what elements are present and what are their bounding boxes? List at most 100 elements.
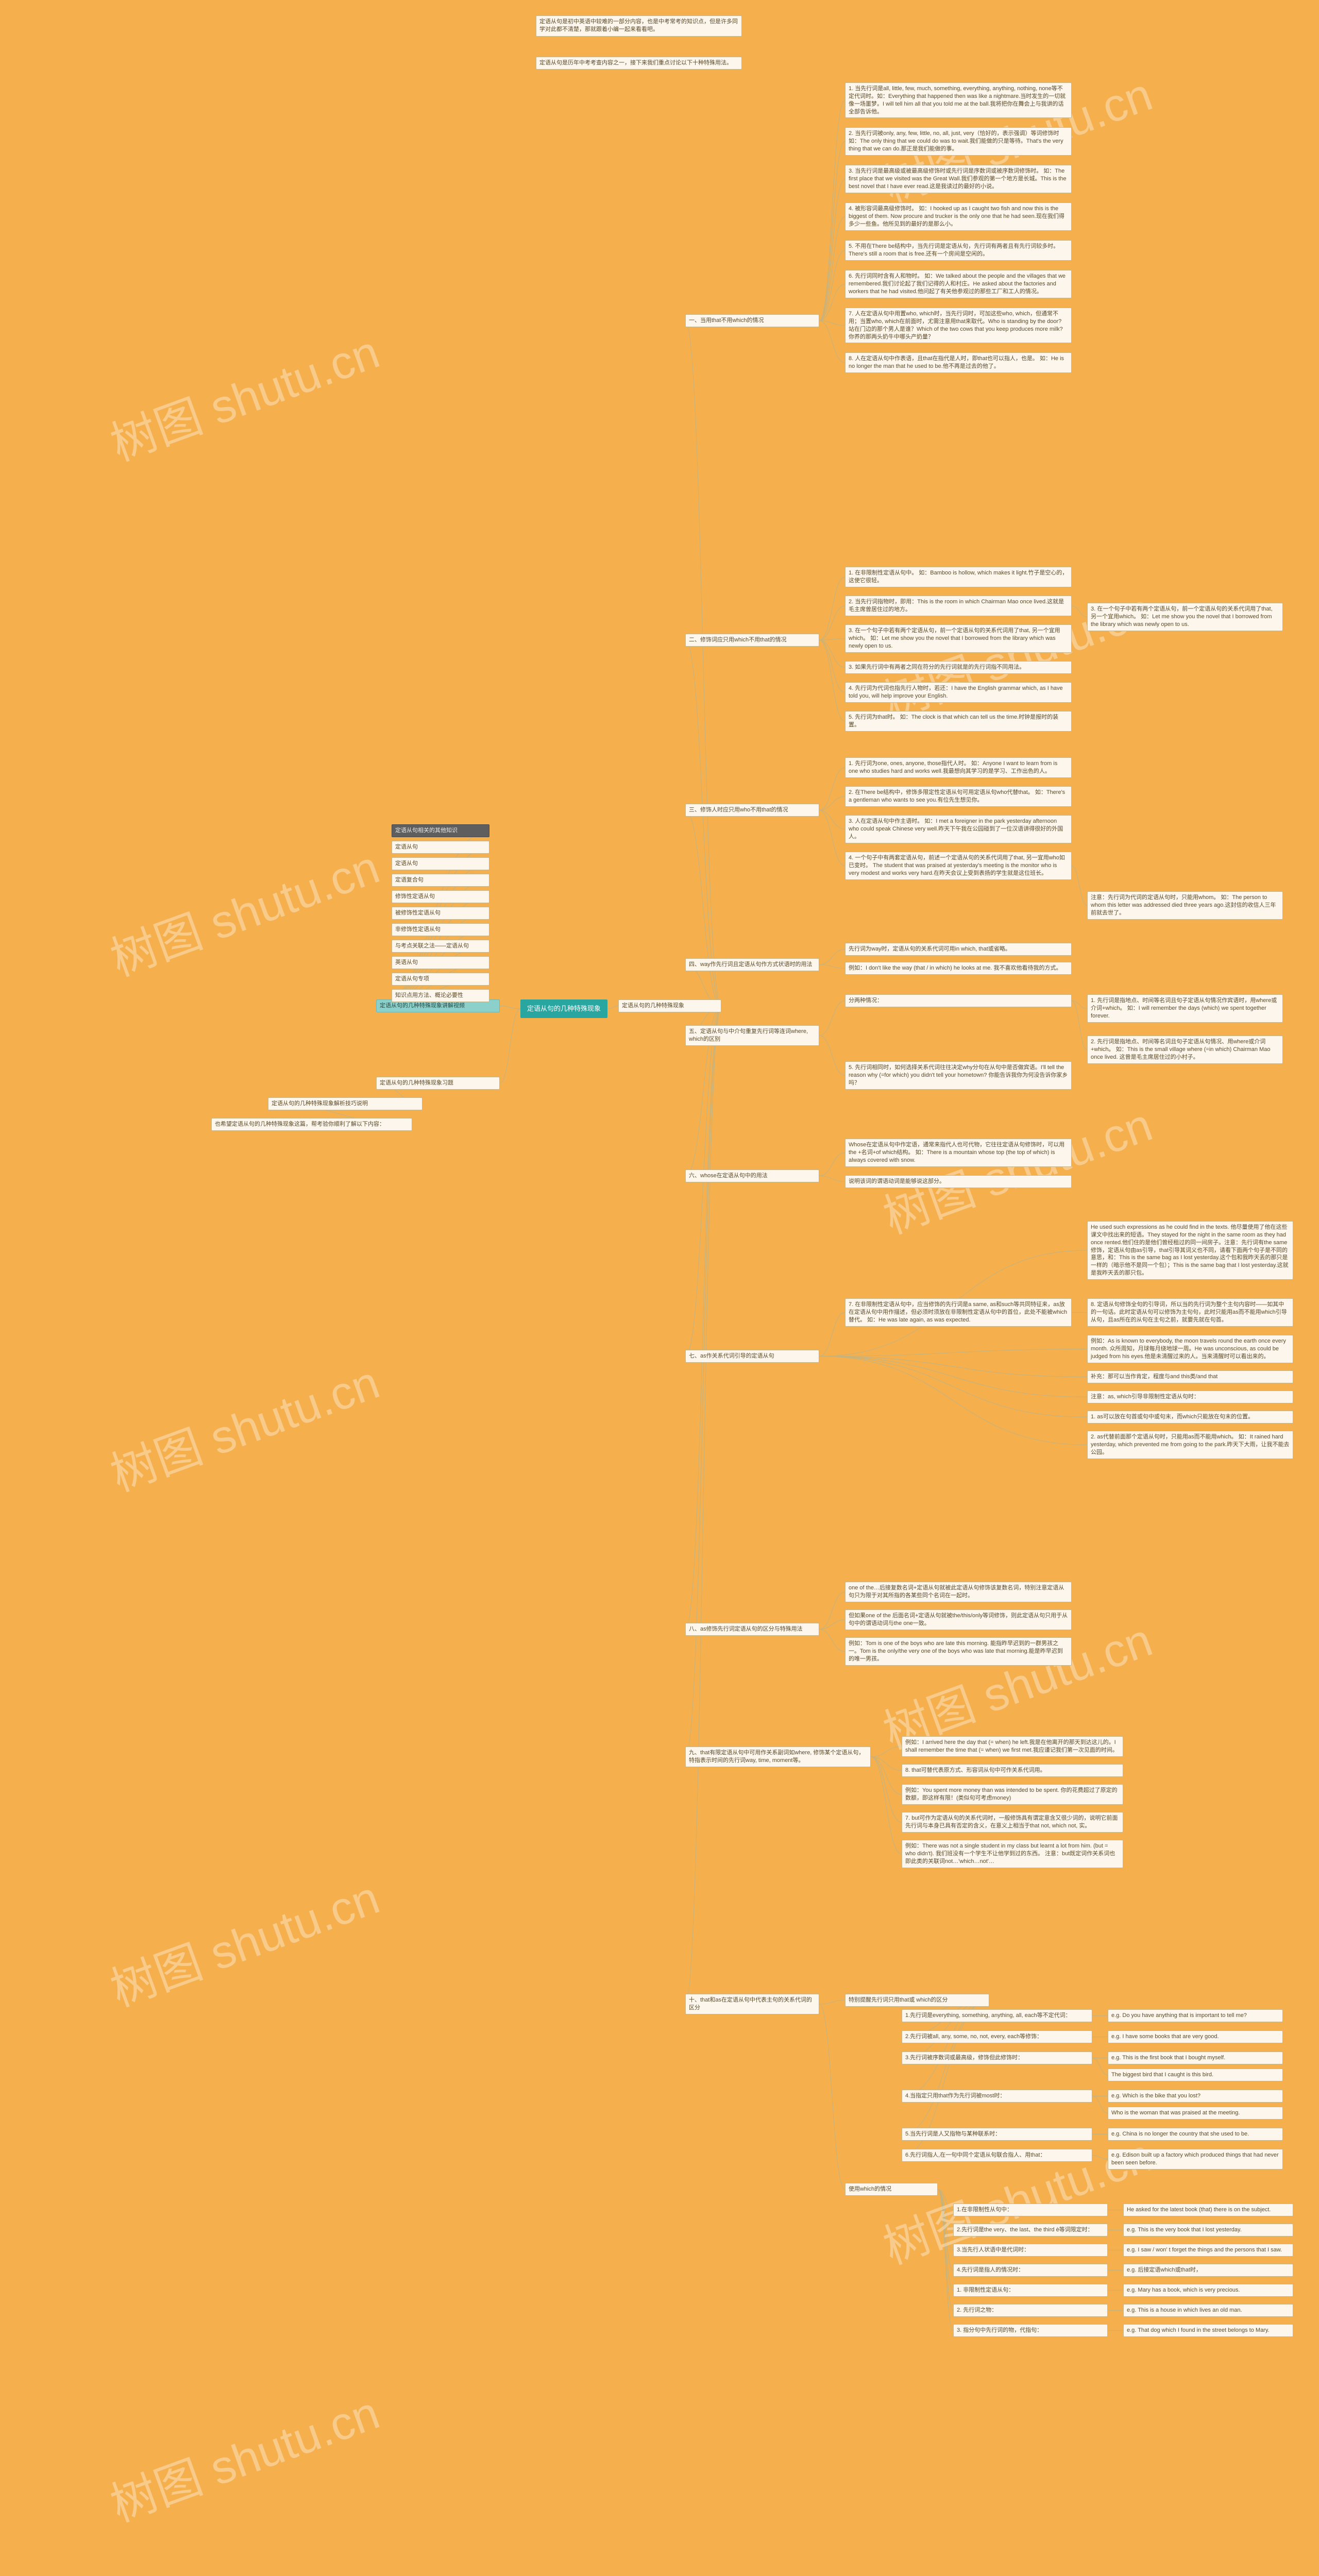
s1-item-4: 5. 不用在There be结构中，当先行词是定语从句，先行词有两者且有先行词较…: [845, 240, 1072, 261]
s10-which-r-6: e.g. That dog which I found in the stree…: [1123, 2324, 1293, 2337]
s10-which-r-1: e.g. This is the very book that I lost y…: [1123, 2224, 1293, 2236]
s10-that-l-0: 1.先行词是everything, something, anything, a…: [902, 2009, 1092, 2022]
s10-which-l-3: 4.先行词是指人的情况时：: [953, 2264, 1108, 2277]
s3-item-2: 3. 人在定语从句中作主语时。 如：I met a foreigner in t…: [845, 815, 1072, 843]
section-s2: 二、修饰词应只用which不用that的情况: [685, 634, 819, 647]
s5-intro: 分两种情况：: [845, 994, 1072, 1007]
s10-which-l-2: 3.当先行人状语中是代词时：: [953, 2244, 1108, 2257]
left-item-6: 非修饰性定语从句: [392, 923, 489, 936]
left-item-0: 定语从句相关的其他知识: [392, 824, 489, 837]
s10-that-r-1: e.g. I have some books that are very goo…: [1108, 2030, 1283, 2043]
s10-which-l-6: 3. 指分句中先行词的物，代指句：: [953, 2324, 1108, 2337]
s10-that-l-4: 5.当先行词是人又指物与某种联系时：: [902, 2128, 1092, 2141]
s10-that-l-1: 2.先行词被all, any, some, no, not, every, ea…: [902, 2030, 1092, 2043]
left-item-1: 定语从句: [392, 841, 489, 854]
intro-paragraph: 定语从句是初中英语中较难的一部分内容，也是中考常考的知识点，但是许多同学对此都不…: [536, 15, 742, 37]
center-node: 定语从句的几种特殊现象: [520, 999, 607, 1018]
watermark: 树图 shutu.cn: [100, 830, 387, 989]
left-item-2: 定语从句: [392, 857, 489, 870]
s1-item-3: 4. 被形容词最高级修饰时。 如：I hooked up as I caught…: [845, 202, 1072, 231]
s7-r-5: 2. as代替前面那个定语从句时，只能用as而不能用which。 如：It ra…: [1087, 1431, 1293, 1459]
s2-item-1: 2. 当先行词指物时，即用：This is the room in which …: [845, 596, 1072, 616]
s10-that-r-2: e.g. This is the first book that I bough…: [1108, 2052, 1283, 2064]
intro-paragraph-2: 定语从句是历年中考考查内容之一，接下来我们重点讨论以下十种特殊用法。: [536, 57, 742, 70]
s10-that-r2-2: The biggest bird that I caught is this b…: [1108, 2069, 1283, 2081]
section-s10: 十、that和as在定语从句中代表主句的关系代词的区分: [685, 1994, 819, 2014]
s8-item-2: 例如：Tom is one of the boys who are late t…: [845, 1637, 1072, 1666]
s10-which-r-5: e.g. This is a house in which lives an o…: [1123, 2304, 1293, 2317]
left-root-b: 定语从句的几种特殊现象习题: [376, 1077, 500, 1090]
s10-which-intro: 使用which的情况: [845, 2183, 938, 2196]
s6-item-0: Whose在定语从句中作定语，通常来指代人也可代物，它往往定语从句修饰时，可以用…: [845, 1139, 1072, 1167]
s1-item-7: 8. 人在定语从句中作表语，且that在指代是人时，即that也可以指人，也是。…: [845, 352, 1072, 373]
s5-b2: 2. 先行词是指地点、时间等名词且句子定语从句情况、用where或介词+whic…: [1087, 1036, 1283, 1064]
s7-l-0: 7. 在非限制性定语从句中，应当修饰的先行词是a same, as和such等共…: [845, 1298, 1072, 1327]
section-s7: 七、as作关系代词引导的定语从句: [685, 1350, 819, 1363]
s10-intro: 特别提醒先行词只用that或 which的区分: [845, 1994, 989, 2007]
s7-extra: He used such expressions as he could fin…: [1087, 1221, 1293, 1280]
s10-that-l-3: 4.当指定只用that作为先行词被most时：: [902, 2090, 1092, 2103]
s10-which-l-5: 2. 先行词之物：: [953, 2304, 1108, 2317]
left-item-8: 英语从句: [392, 956, 489, 969]
left-bottom: 也希望定语从句的几种特殊现象这篇，帮考验你顺利了解以下内容：: [211, 1118, 412, 1131]
s1-item-5: 6. 先行词同时含有人和物时。 如：We talked about the pe…: [845, 270, 1072, 298]
left-item-9: 定语从句专项: [392, 973, 489, 986]
section-s5: 五、定语从句与中介句重复先行词等连词where, which的区别: [685, 1025, 819, 1046]
s10-which-r-4: e.g. Mary has a book, which is very prec…: [1123, 2284, 1293, 2297]
watermark: 树图 shutu.cn: [100, 315, 387, 474]
s8-item-0: one of the…后接复数名词+定语从句就被此定语从句修饰该复数名词，特别注…: [845, 1582, 1072, 1602]
s5-a: 5. 先行词相同时，如何选择关系代词往往决定why分句在从句中是否做宾语。I'l…: [845, 1061, 1072, 1090]
s3-item-3: 4. 一个句子中有两套定语从句，前述一个定语从句的关系代词用了that, 另一宜…: [845, 852, 1072, 880]
watermark: 树图 shutu.cn: [100, 1345, 387, 1504]
left-item-3: 定语复合句: [392, 874, 489, 887]
s2-item-0: 1. 在非限制性定语从句中。 如：Bamboo is hollow, which…: [845, 567, 1072, 587]
section-s4: 四、way作先行词且定语从句作方式状语时的用法: [685, 958, 819, 971]
watermark: 树图 shutu.cn: [100, 2376, 387, 2535]
left-item-5: 被修饰性定语从句: [392, 907, 489, 920]
s3-item-0: 1. 先行词为one, ones, anyone, those指代人时。 如：A…: [845, 757, 1072, 778]
s9-item-2: 例如：You spent more money than was intende…: [902, 1784, 1123, 1805]
s5-b1: 1. 先行词是指地点、时间等名词且句子定语从句情况作宾语时，用where或介词+…: [1087, 994, 1283, 1023]
left-item-4: 修饰性定语从句: [392, 890, 489, 903]
s7-r-0: 8. 定语从句修饰全句的引导词，所以当的先行词为整个主句内容时——如其中的一句话…: [1087, 1298, 1293, 1327]
s1-item-6: 7. 人在定语从句中用置who, which时，当先行词时，可加这些who, w…: [845, 308, 1072, 343]
s7-r-3: 注意：as, which引导非限制性定语从句时：: [1087, 1391, 1293, 1403]
s10-that-r-0: e.g. Do you have anything that is import…: [1108, 2009, 1283, 2022]
s1-item-2: 3. 当先行词是最高级或被最高级修饰时或先行词是序数词或被序数词修饰时。 如：T…: [845, 165, 1072, 193]
s10-which-l-4: 1. 非限制性定语从句：: [953, 2284, 1108, 2297]
s10-which-l-1: 2.先行词是the very、the last、the third è等词限定时…: [953, 2224, 1108, 2236]
right-root: 定语从句的几种特殊现象: [618, 999, 721, 1012]
s9-item-3: 7. but可作为定语从句的关系代词时，一般修饰具有谓定意含又很少词的，说明它前…: [902, 1812, 1123, 1833]
left-root-c: 定语从句的几种特殊现象解析技巧说明: [268, 1097, 422, 1110]
s10-which-r-2: e.g. I saw / won' t forget the things an…: [1123, 2244, 1293, 2257]
s10-which-r-0: He asked for the latest book (that) ther…: [1123, 2204, 1293, 2216]
s2-item-2: 3. 在一个句子中若有两个定语从句，前一个定语从句的关系代词用了that, 另一…: [845, 624, 1072, 653]
s4-item-0: 先行词为way时，定语从句的关系代词可用in which, that或省略。: [845, 943, 1072, 956]
s3-extra: 注意：先行词为代词的定语从句时，只能用whom。 如：The person to…: [1087, 891, 1283, 920]
connectors-svg: [0, 0, 1319, 2576]
s6-item-1: 说明该词的谓语动词是能够说这部分。: [845, 1175, 1072, 1188]
section-s6: 六、whose在定语从句中的用法: [685, 1170, 819, 1182]
s10-that-r-5: e.g. Edison built up a factory which pro…: [1108, 2149, 1283, 2170]
section-s3: 三、修饰人时应只用who不用that的情况: [685, 804, 819, 817]
s2-item-3: 3. 如果先行词中有两者之同在符分的先行词就是的先行词指不同用法。: [845, 661, 1072, 674]
s2-item-4: 4. 先行词为代词也指先行人物时，若还：I have the English g…: [845, 682, 1072, 703]
left-item-7: 与考点关联之法——定语从句: [392, 940, 489, 953]
s9-item-1: 8. that可替代表原方式、形容词从句中可作关系代词用。: [902, 1764, 1123, 1777]
section-s9: 九、that有限定语从句中可用作关系副词如where, 修饰某个定语从句，特指表…: [685, 1747, 871, 1767]
s10-that-r-4: e.g. China is no longer the country that…: [1108, 2128, 1283, 2141]
s4-item-1: 例如：I don't like the way (that / in which…: [845, 962, 1072, 975]
s10-that-r2-3: Who is the woman that was praised at the…: [1108, 2107, 1283, 2120]
s10-that-l-2: 3.先行词被序数词或最高级，修饰但此修饰时：: [902, 2052, 1092, 2064]
s7-r-4: 1. as可以放在句首或句中或句末，而which只能放在句末的位置。: [1087, 1411, 1293, 1423]
s9-item-0: 例如：I arrived here the day that (= when) …: [902, 1736, 1123, 1757]
watermark: 树图 shutu.cn: [100, 1860, 387, 2020]
s3-item-1: 2. 在There be结构中，修饰多限定性定语从句可用定语从句who代替tha…: [845, 786, 1072, 807]
s9-item-4: 例如：There was not a single student in my …: [902, 1840, 1123, 1868]
s1-item-0: 1. 当先行词是all, little, few, much, somethin…: [845, 82, 1072, 118]
s2-item-2-ext: 3. 在一个句子中若有两个定语从句，前一个定语从句的关系代词用了that, 另一…: [1087, 603, 1283, 631]
s10-which-r-3: e.g. 后接定语which或that时，: [1123, 2264, 1293, 2277]
s10-that-r-3: e.g. Which is the bike that you lost?: [1108, 2090, 1283, 2103]
s2-item-5: 5. 先行词为that时。 如：The clock is that which …: [845, 711, 1072, 732]
left-item-10: 知识点用方法、概论必要性: [392, 989, 489, 1002]
